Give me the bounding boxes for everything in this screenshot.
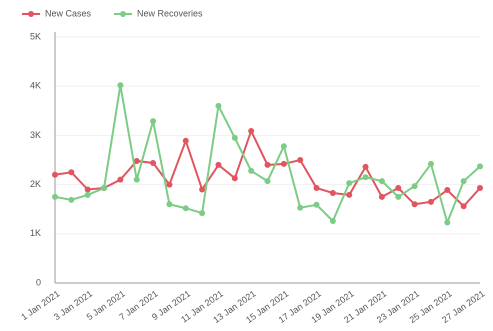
data-point (231, 134, 238, 141)
data-point (117, 82, 124, 89)
data-point (411, 201, 418, 208)
data-point (166, 201, 173, 208)
legend-label: New Cases (45, 8, 92, 18)
data-point (101, 185, 108, 192)
data-point (477, 185, 483, 192)
y-tick-label: 2K (30, 179, 41, 189)
data-point (264, 161, 271, 168)
data-point (248, 127, 255, 134)
data-point (297, 157, 304, 163)
data-point (215, 102, 222, 109)
y-tick-label: 4K (30, 81, 41, 91)
legend-marker (28, 11, 34, 17)
data-point (150, 118, 157, 125)
data-point (280, 160, 287, 167)
data-point (477, 163, 483, 170)
data-point (313, 185, 320, 192)
data-point (150, 159, 157, 166)
y-tick-label: 1K (30, 228, 41, 238)
data-point (362, 174, 369, 181)
data-point (84, 191, 91, 198)
data-point (362, 163, 369, 170)
data-point (52, 193, 58, 200)
data-point (52, 171, 58, 178)
data-point (297, 204, 304, 211)
data-point (231, 175, 238, 182)
data-point (378, 178, 385, 185)
data-point (215, 161, 222, 168)
data-point (166, 181, 173, 188)
data-point (444, 219, 451, 226)
data-point (199, 210, 206, 217)
y-tick-label: 0 (36, 277, 41, 287)
data-point (264, 178, 271, 185)
data-point (329, 218, 336, 225)
data-point (68, 169, 75, 176)
data-point (182, 205, 189, 212)
y-tick-label: 5K (30, 31, 41, 41)
data-point (395, 193, 402, 200)
data-point (411, 183, 418, 190)
data-point (84, 186, 91, 193)
data-point (280, 143, 287, 150)
data-point (329, 189, 336, 196)
data-point (68, 196, 75, 203)
data-point (199, 186, 206, 193)
data-point (460, 203, 467, 210)
data-point (313, 201, 320, 208)
data-point (378, 193, 385, 200)
data-point (444, 187, 451, 194)
data-point (460, 178, 467, 185)
legend-marker (120, 11, 126, 17)
legend-label: New Recoveries (137, 8, 203, 18)
data-point (427, 160, 434, 167)
y-tick-label: 3K (30, 130, 41, 140)
data-point (346, 180, 353, 187)
data-point (133, 176, 140, 183)
data-point (117, 176, 124, 183)
data-point (133, 157, 140, 164)
data-point (346, 191, 353, 198)
data-point (395, 185, 402, 192)
data-point (182, 137, 189, 144)
data-point (248, 167, 255, 174)
series-line (54, 128, 481, 208)
data-point (427, 198, 434, 205)
